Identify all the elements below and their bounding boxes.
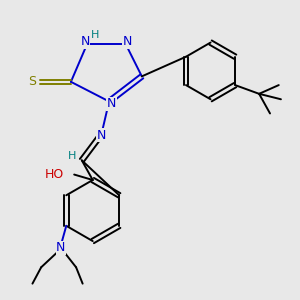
Text: N: N [80,35,90,48]
Text: HO: HO [45,168,64,181]
Text: N: N [56,241,65,254]
Text: H: H [68,151,76,161]
Text: H: H [91,30,99,40]
Text: N: N [97,129,106,142]
Text: N: N [106,97,116,110]
Text: S: S [28,75,36,88]
Text: N: N [123,35,132,48]
